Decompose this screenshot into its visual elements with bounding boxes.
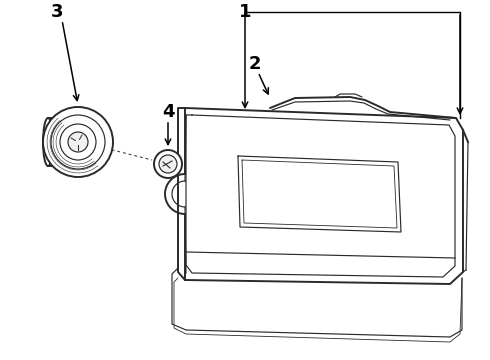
Circle shape xyxy=(159,155,177,173)
Text: 4: 4 xyxy=(162,103,174,121)
Circle shape xyxy=(68,132,88,152)
Text: 1: 1 xyxy=(239,3,251,21)
Circle shape xyxy=(43,107,113,177)
Text: 2: 2 xyxy=(249,55,261,73)
Text: 3: 3 xyxy=(51,3,63,21)
Ellipse shape xyxy=(43,118,53,166)
Circle shape xyxy=(154,150,182,178)
